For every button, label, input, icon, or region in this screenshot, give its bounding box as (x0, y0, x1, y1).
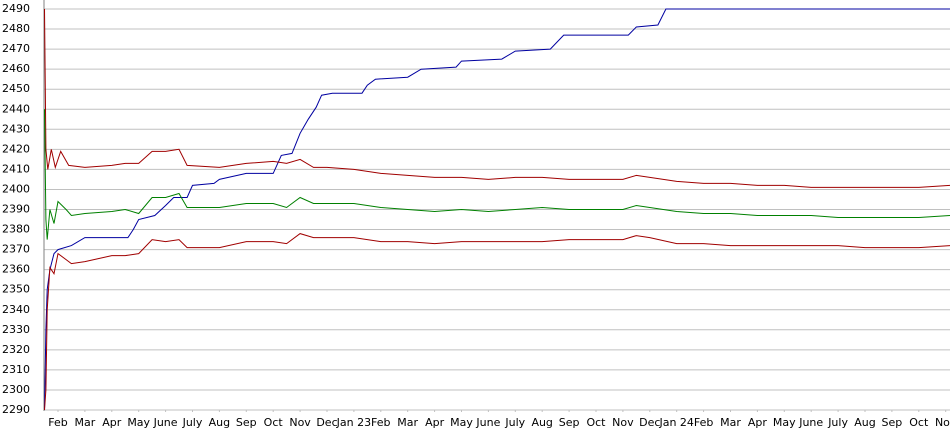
y-tick-label: 2490 (2, 2, 30, 15)
x-tick-label: Dec (316, 416, 337, 429)
x-tick-label: June (475, 416, 500, 429)
y-tick-label: 2380 (2, 223, 30, 236)
y-tick-label: 2410 (2, 162, 30, 175)
y-tick-label: 2390 (2, 203, 30, 216)
series-line (44, 233, 950, 411)
x-tick-label: Jan 23 (336, 416, 371, 429)
x-tick-label: Nov (289, 416, 311, 429)
x-tick-label: Sep (882, 416, 903, 429)
x-tick-label: Mar (75, 416, 96, 429)
y-tick-label: 2360 (2, 263, 30, 276)
x-tick-label: Apr (748, 416, 768, 429)
y-tick-label: 2440 (2, 102, 30, 115)
y-tick-label: 2480 (2, 22, 30, 35)
x-tick-label: Oct (264, 416, 284, 429)
x-tick-label: June (153, 416, 178, 429)
x-tick-label: Oct (909, 416, 929, 429)
x-tick-label: Mar (720, 416, 741, 429)
y-tick-label: 2350 (2, 283, 30, 296)
x-tick-label: May (773, 416, 796, 429)
x-tick-label: June (798, 416, 823, 429)
y-tick-label: 2370 (2, 243, 30, 256)
y-tick-label: 2460 (2, 62, 30, 75)
series-line (44, 8, 950, 411)
y-tick-label: 2400 (2, 182, 30, 195)
x-tick-label: Aug (854, 416, 875, 429)
y-tick-label: 2420 (2, 142, 30, 155)
series-line (44, 8, 950, 188)
y-tick-label: 2470 (2, 42, 30, 55)
x-tick-label: Feb (694, 416, 713, 429)
x-tick-label: July (182, 416, 203, 429)
x-tick-label: July (504, 416, 525, 429)
y-tick-label: 2320 (2, 343, 30, 356)
y-tick-label: 2290 (2, 403, 30, 416)
y-tick-label: 2450 (2, 82, 30, 95)
x-tick-label: July (827, 416, 848, 429)
x-tick-label: Oct (586, 416, 606, 429)
x-tick-label: Apr (102, 416, 122, 429)
x-tick-label: Apr (425, 416, 445, 429)
x-tick-label: Dec (639, 416, 660, 429)
x-tick-label: Feb (371, 416, 390, 429)
x-tick-label: Nov (612, 416, 634, 429)
y-tick-label: 2430 (2, 122, 30, 135)
y-tick-label: 2310 (2, 363, 30, 376)
y-tick-label: 2300 (2, 383, 30, 396)
x-tick-label: Feb (48, 416, 67, 429)
x-tick-label: May (450, 416, 473, 429)
x-tick-label: Aug (531, 416, 552, 429)
series-line (44, 109, 950, 240)
x-tick-label: May (127, 416, 150, 429)
x-tick-label: Sep (236, 416, 257, 429)
y-tick-label: 2340 (2, 303, 30, 316)
x-tick-label: Jan 24 (658, 416, 693, 429)
x-tick-label: Nov (935, 416, 950, 429)
x-tick-label: Aug (209, 416, 230, 429)
x-tick-label: Sep (559, 416, 580, 429)
x-tick-label: Mar (397, 416, 418, 429)
y-tick-label: 2330 (2, 323, 30, 336)
